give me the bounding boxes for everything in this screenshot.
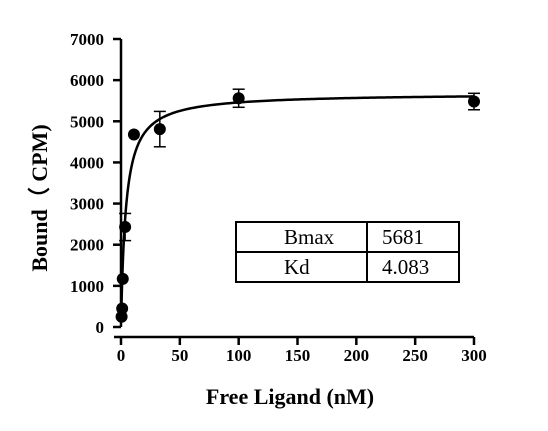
- table-label-bmax: Bmax: [284, 225, 335, 249]
- x-tick-label: 50: [171, 346, 188, 365]
- y-tick-label: 1000: [70, 277, 104, 296]
- fit-curve: [120, 95, 475, 307]
- axes: [114, 39, 474, 339]
- data-point: [127, 128, 140, 141]
- x-tick-label: 200: [344, 346, 370, 365]
- x-tick-label: 300: [461, 346, 487, 365]
- x-axis-title: Free Ligand (nM): [206, 384, 374, 409]
- table-label-kd: Kd: [284, 255, 310, 279]
- x-tick-label: 150: [285, 346, 311, 365]
- x-tick-label: 100: [226, 346, 252, 365]
- table-value-bmax: 5681: [382, 225, 424, 249]
- data-point: [116, 272, 129, 285]
- data-points: [115, 88, 480, 323]
- y-tick-label: 3000: [70, 195, 104, 214]
- y-ticks: 0 1000 2000 3000 4000 5000 6000 7000: [70, 30, 121, 337]
- y-axis-title: Bound（ CPM): [27, 124, 52, 271]
- x-tick-label: 0: [117, 346, 126, 365]
- y-tick-label: 4000: [70, 153, 104, 172]
- data-point: [119, 221, 132, 234]
- data-point: [153, 123, 166, 136]
- y-tick-label: 6000: [70, 71, 104, 90]
- y-tick-label: 2000: [70, 236, 104, 255]
- data-point: [116, 302, 129, 315]
- x-tick-label: 250: [402, 346, 428, 365]
- x-ticks: 0 50 100 150 200 250 300: [117, 337, 487, 365]
- y-tick-label: 0: [96, 318, 105, 337]
- y-tick-label: 7000: [70, 30, 104, 49]
- y-tick-label: 5000: [70, 112, 104, 131]
- results-table: Bmax 5681 Kd 4.083: [235, 221, 460, 283]
- data-point: [468, 95, 480, 108]
- table-value-kd: 4.083: [382, 255, 429, 279]
- data-point: [232, 92, 245, 105]
